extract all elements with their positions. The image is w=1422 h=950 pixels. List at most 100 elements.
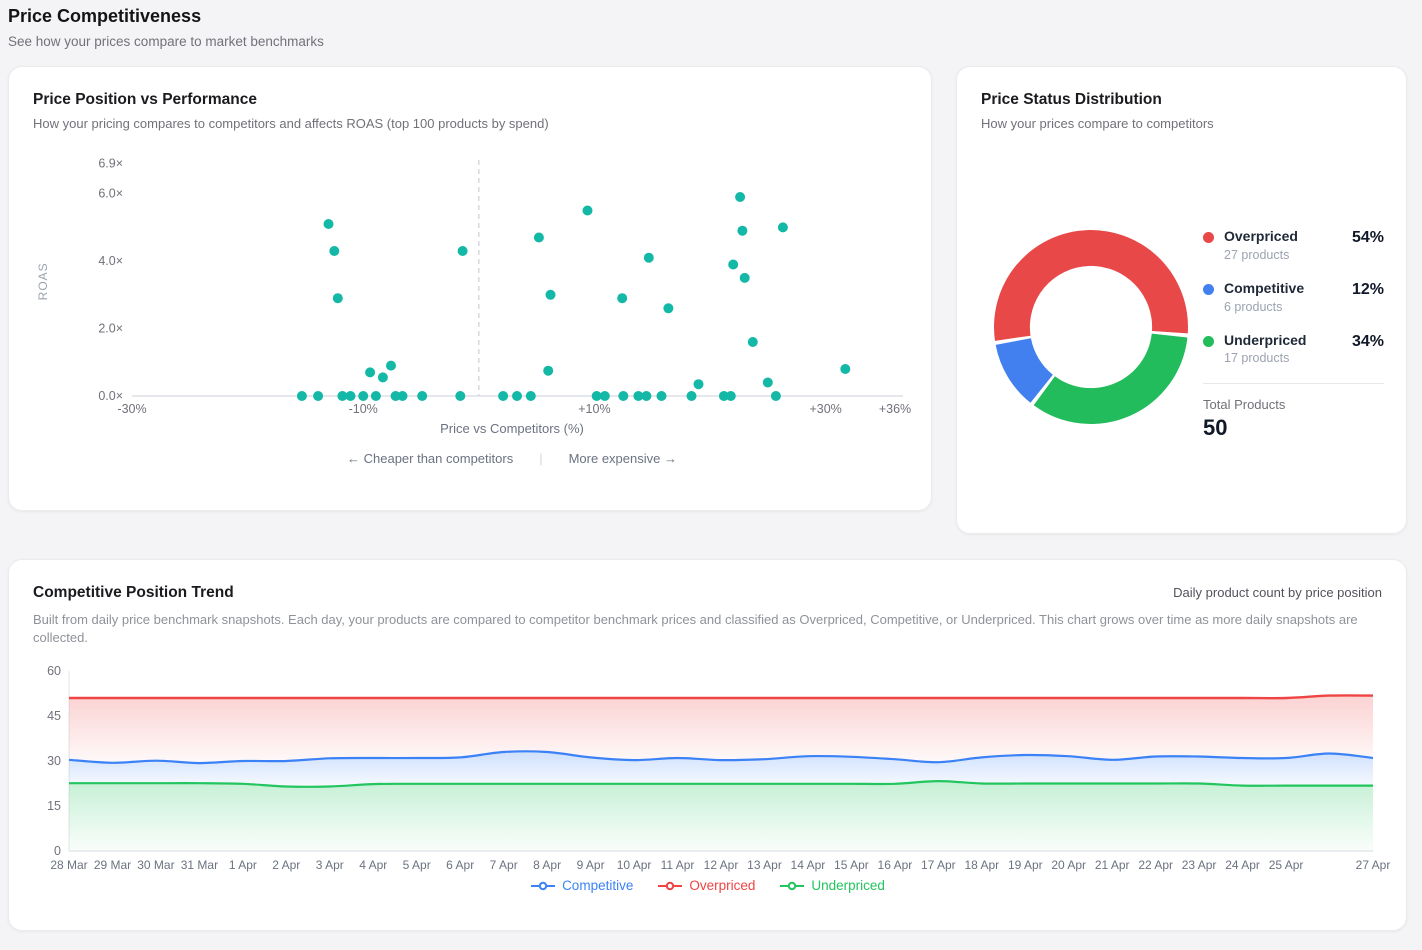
- legend-color-dot: [1203, 335, 1214, 347]
- scatter-x-axis-title: Price vs Competitors (%): [440, 421, 584, 436]
- scatter-point: [332, 293, 343, 304]
- trend-area-competitive: [69, 751, 1373, 787]
- scatter-point: [737, 225, 748, 236]
- scatter-point: [345, 391, 356, 401]
- donut-card: Price Status Distribution How your price…: [956, 66, 1407, 534]
- scatter-point: [840, 364, 851, 374]
- scatter-point: [599, 391, 610, 401]
- page-title: Price Competitiveness: [8, 6, 202, 26]
- trend-x-tick: 3 Apr: [316, 858, 344, 872]
- page-subtitle: See how your prices compare to market be…: [8, 34, 324, 49]
- trend-legend-item-competitive: Competitive: [530, 878, 633, 893]
- scatter-point: [323, 219, 334, 229]
- scatter-card-subtitle: How your pricing compares to competitors…: [33, 116, 549, 131]
- total-products-value: 50: [1203, 415, 1228, 441]
- trend-x-tick: 31 Mar: [181, 858, 218, 872]
- scatter-y-tick: 6.9×: [98, 156, 123, 170]
- trend-x-tick: 1 Apr: [229, 858, 257, 872]
- trend-chart: 0 15 30 45 60 28 Mar 29 Mar 30 Mar 31 Mar 1 Apr 2 …: [47, 664, 1390, 872]
- scatter-point: [358, 391, 369, 401]
- legend-label: Overpriced: [1224, 228, 1298, 244]
- trend-y-tick: 0: [54, 844, 61, 858]
- scatter-point: [762, 377, 773, 388]
- scatter-chart: 0.0× 2.0× 4.0× 6.0× 6.9× -30% -10% +10% +30% +36%…: [36, 156, 911, 416]
- trend-x-tick: 12 Apr: [704, 858, 739, 872]
- scatter-y-tick: 4.0×: [98, 254, 123, 268]
- caption-more-expensive: More expensive →: [568, 451, 677, 466]
- legend-percentage: 54%: [1351, 229, 1384, 246]
- scatter-point: [337, 391, 348, 401]
- scatter-point: [718, 391, 729, 401]
- scatter-point: [313, 391, 324, 401]
- trend-card-title: Competitive Position Trend: [33, 584, 234, 601]
- trend-x-tick: 13 Apr: [747, 858, 782, 872]
- scatter-card: Price Position vs Performance How your p…: [8, 66, 932, 511]
- donut-chart: [994, 230, 1189, 425]
- trend-right-label: Daily product count by price position: [1173, 585, 1382, 600]
- legend-color-dot: [1203, 232, 1214, 243]
- legend-label: Competitive: [1224, 279, 1305, 296]
- scatter-point: [735, 192, 746, 202]
- trend-x-tick: 30 Mar: [137, 858, 174, 872]
- total-products-label: Total Products: [1203, 397, 1286, 413]
- donut-legend-row-competitive: Competitive 6 products 12%: [1203, 280, 1384, 315]
- scatter-point: [643, 252, 654, 263]
- legend-divider: [1203, 383, 1384, 385]
- scatter-point: [663, 303, 674, 314]
- scatter-point: [739, 272, 750, 283]
- scatter-point: [417, 391, 428, 401]
- scatter-point: [633, 391, 644, 401]
- trend-x-tick: 16 Apr: [878, 858, 913, 872]
- trend-y-tick: 15: [47, 799, 61, 813]
- scatter-x-tick: -10%: [349, 402, 378, 416]
- scatter-point: [747, 337, 758, 347]
- trend-card-header: Competitive Position Trend Daily product…: [33, 584, 1382, 602]
- trend-x-tick: 27 Apr: [1356, 858, 1391, 872]
- trend-x-tick: 4 Apr: [359, 858, 387, 872]
- donut-slice-underpriced: [1033, 333, 1188, 425]
- trend-x-tick: 14 Apr: [791, 858, 826, 872]
- scatter-point: [656, 391, 667, 401]
- caption-cheaper: ← Cheaper than competitors: [347, 451, 514, 466]
- scatter-point: [386, 360, 396, 371]
- donut-card-subtitle: How your prices compare to competitors: [981, 116, 1214, 131]
- trend-x-tick: 23 Apr: [1182, 858, 1217, 872]
- donut-chart-wrap: [991, 227, 1191, 427]
- legend-line-icon: [531, 881, 556, 890]
- scatter-x-tick: -30%: [117, 402, 146, 416]
- trend-card: Competitive Position Trend Daily product…: [8, 559, 1407, 931]
- scatter-point: [591, 391, 602, 401]
- scatter-point: [582, 205, 593, 216]
- legend-line-icon: [658, 881, 683, 890]
- scatter-point: [370, 391, 381, 401]
- scatter-point: [686, 391, 697, 401]
- scatter-point: [397, 391, 408, 401]
- donut-card-title: Price Status Distribution: [981, 91, 1162, 108]
- trend-legend-label: Competitive: [562, 878, 634, 894]
- legend-line-icon: [780, 881, 805, 890]
- trend-x-tick: 24 Apr: [1225, 858, 1260, 872]
- trend-legend-item-underpriced: Underpriced: [779, 878, 885, 893]
- trend-x-tick: 22 Apr: [1138, 858, 1173, 872]
- top-cards-row: Price Position vs Performance How your p…: [8, 66, 1414, 534]
- legend-color-dot: [1203, 283, 1214, 295]
- scatter-y-tick: 6.0×: [98, 187, 123, 201]
- trend-x-tick: 8 Apr: [533, 858, 561, 872]
- scatter-card-title: Price Position vs Performance: [33, 91, 257, 108]
- trend-area-underpriced: [69, 781, 1373, 852]
- trend-x-tick: 28 Mar: [50, 858, 87, 872]
- scatter-point: [725, 391, 736, 401]
- scatter-point: [641, 391, 652, 401]
- donut-legend: Overpriced 27 products 54% Competitive 6…: [1203, 228, 1384, 441]
- trend-legend-label: Underpriced: [811, 878, 885, 894]
- trend-x-tick: 25 Apr: [1269, 858, 1304, 872]
- legend-count: 17 products: [1224, 351, 1290, 366]
- trend-x-tick: 18 Apr: [964, 858, 999, 872]
- scatter-point: [390, 391, 401, 401]
- scatter-y-tick: 2.0×: [98, 322, 123, 336]
- trend-x-tick: 2 Apr: [272, 858, 300, 872]
- legend-count: 6 products: [1224, 299, 1283, 314]
- scatter-x-tick: +36%: [879, 402, 911, 416]
- trend-x-tick: 19 Apr: [1008, 858, 1043, 872]
